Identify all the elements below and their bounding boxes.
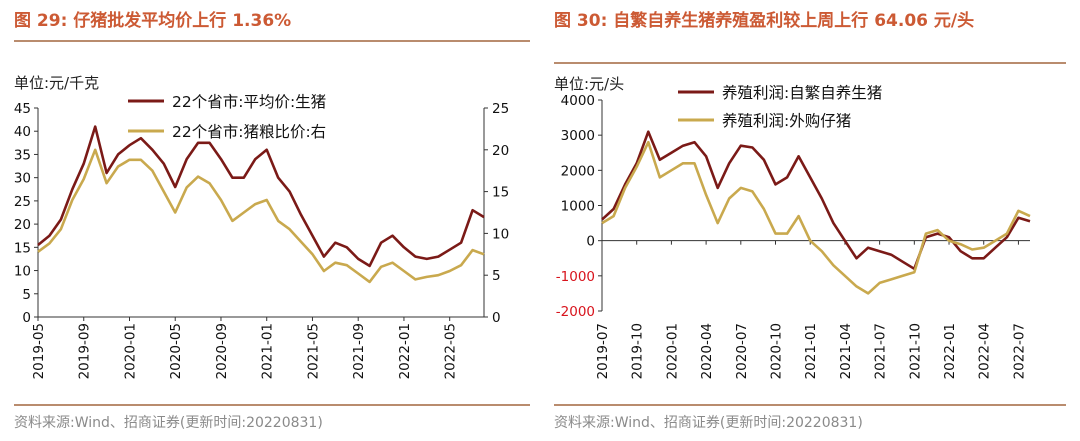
y-tick-label: 45 [14,101,31,117]
y-tick-label: 25 [14,194,31,210]
y2-tick-label: 0 [492,310,501,326]
x-tick-label: 2020-01 [122,323,138,379]
x-tick-label: 2022-05 [443,323,459,379]
x-tick-label: 2020-04 [699,323,715,379]
figure-29-panel: 图 29: 仔猪批发平均价上行 1.36% 单位:元/千克 0 5 10 15 20 25 3… [14,11,530,431]
x-tick-label: 2020-10 [769,323,785,379]
source-divider [554,404,1066,406]
y2-tick-label: 25 [492,101,509,117]
title-divider [14,40,530,42]
y-tick-label: 1000 [561,199,595,215]
y-tick-label: -2000 [556,304,595,320]
y-tick-label: 3000 [561,128,595,144]
figure-30-title: 图 30: 自繁自养生猪养殖盈利较上周上行 64.06 元/头 [554,11,975,31]
y-tick-label: 10 [14,264,31,280]
y-tick-label: 40 [14,124,31,140]
title-divider [554,62,1066,64]
y-axis-unit-label: 单位:元/头 [554,75,624,93]
x-tick-label: 2021-01 [260,323,276,379]
y-tick-label: 5 [22,287,31,303]
legend-label-1: 养殖利润:自繁自养生猪 [722,83,882,102]
x-tick-label: 2019-09 [77,323,93,379]
legend-label-2: 22个省市:猪粮比价:右 [172,123,326,141]
y-tick-label: 2000 [561,163,595,179]
y-tick-label: 35 [14,147,31,163]
x-tick-label: 2019-10 [630,323,646,379]
x-tick-label: 2020-01 [664,323,680,379]
hog-profit-chart: 单位:元/头 -2000 -1000 0 1000 2000 3000 4000 2019-07… [554,75,1031,379]
y-tick-label: 15 [14,240,31,256]
x-tick-label: 2022-01 [397,323,413,379]
x-tick-label: 2020-05 [168,323,184,379]
legend-label-1: 22个省市:平均价:生猪 [172,93,326,111]
figure-30-panel: 图 30: 自繁自养生猪养殖盈利较上周上行 64.06 元/头 单位:元/头 -2… [540,0,1080,441]
figure-30-source: 资料来源:Wind、招商证券(更新时间:20220831) [554,415,863,431]
x-tick-label: 2022-04 [977,323,993,379]
y2-tick-label: 20 [492,143,509,159]
series-line-2 [37,148,485,284]
x-tick-label: 2020-09 [214,323,230,379]
y-tick-label: 20 [14,217,31,233]
x-tick-label: 2021-09 [351,323,367,379]
y2-tick-label: 15 [492,185,509,201]
x-tick-label: 2022-07 [1011,323,1027,379]
x-tick-label: 2021-05 [305,323,321,379]
y-axis-unit-label: 单位:元/千克 [14,74,99,92]
x-tick-label: 2021-01 [803,323,819,379]
x-tick-label: 2022-01 [942,323,958,379]
y2-tick-label: 10 [492,226,509,242]
x-tick-label: 2021-04 [838,323,854,379]
figure-29-source: 资料来源:Wind、招商证券(更新时间:20220831) [14,415,323,431]
x-tick-label: 2020-07 [734,323,750,379]
source-divider [14,404,530,406]
y-tick-label: 4000 [561,93,595,109]
x-tick-label: 2021-10 [907,323,923,379]
series-line-2 [601,140,1031,295]
series-line-1 [37,125,485,268]
y-tick-label: 30 [14,171,31,187]
y2-tick-label: 5 [492,268,501,284]
legend-label-2: 养殖利润:外购仔猪 [722,112,851,130]
x-tick-label: 2019-07 [595,323,611,379]
y-tick-label: 0 [586,234,595,250]
figure-29-title: 图 29: 仔猪批发平均价上行 1.36% [14,11,292,31]
series-line-1 [601,130,1031,271]
x-tick-label: 2019-05 [31,323,47,379]
x-tick-label: 2021-07 [873,323,889,379]
piglet-price-chart: 单位:元/千克 0 5 10 15 20 25 30 35 40 45 0 5 10 15 20 25 2019-… [14,74,509,379]
y-tick-label: -1000 [556,269,595,285]
y-tick-label: 0 [22,310,31,326]
